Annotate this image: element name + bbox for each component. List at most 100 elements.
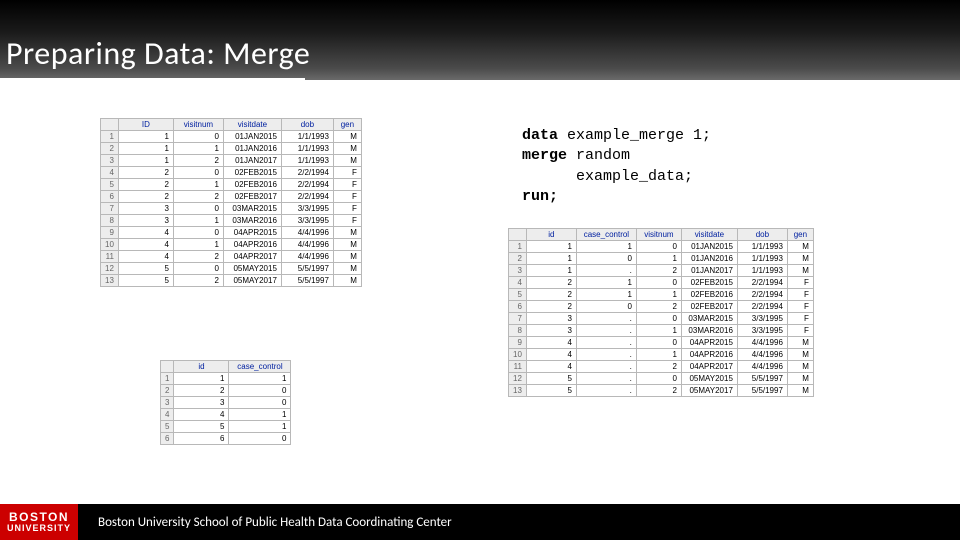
table-row: 62202FEB20172/2/1994F bbox=[101, 191, 362, 203]
table-cell: 01JAN2016 bbox=[223, 143, 281, 155]
table-cell: F bbox=[333, 179, 361, 191]
table-cell: 8 bbox=[101, 215, 119, 227]
table-cell: 02FEB2017 bbox=[223, 191, 281, 203]
table-row: 11001JAN20151/1/1993M bbox=[101, 131, 362, 143]
table-cell: 1 bbox=[173, 179, 223, 191]
slide-title: Preparing Data: Merge bbox=[6, 34, 310, 73]
table-cell: 2 bbox=[526, 289, 576, 301]
table-header-cell: visitnum bbox=[636, 229, 681, 241]
table-cell: 6 bbox=[509, 301, 527, 313]
table-cell: . bbox=[576, 373, 636, 385]
table-cell: F bbox=[787, 313, 813, 325]
table-cell: 01JAN2015 bbox=[681, 241, 737, 253]
table-cell: 5 bbox=[118, 275, 173, 287]
table-cell: 02FEB2015 bbox=[223, 167, 281, 179]
table-cell: 7 bbox=[101, 203, 119, 215]
table-cell: 1 bbox=[509, 241, 527, 253]
table-row: 135205MAY20175/5/1997M bbox=[101, 275, 362, 287]
table-cell: 2/2/1994 bbox=[737, 289, 787, 301]
table-row: 21101JAN20161/1/1993M bbox=[101, 143, 362, 155]
table-cell: 13 bbox=[509, 385, 527, 397]
table-header-cell: gen bbox=[787, 229, 813, 241]
table-cell: 03MAR2016 bbox=[223, 215, 281, 227]
table-cell: 0 bbox=[173, 203, 223, 215]
table-cell: 0 bbox=[636, 337, 681, 349]
table-cell: 5 bbox=[161, 421, 174, 433]
table-row: 111001JAN20151/1/1993M bbox=[509, 241, 814, 253]
table-cell: 02FEB2016 bbox=[681, 289, 737, 301]
data-table: idcase_controlvisitnumvisitdatedobgen111… bbox=[508, 228, 814, 397]
table-cell: 0 bbox=[229, 397, 291, 409]
table-cell: F bbox=[333, 203, 361, 215]
table-cell: M bbox=[787, 385, 813, 397]
table-cell: 9 bbox=[509, 337, 527, 349]
table-cell: 1/1/1993 bbox=[737, 241, 787, 253]
table-header-cell bbox=[101, 119, 119, 131]
table-cell: 4/4/1996 bbox=[737, 349, 787, 361]
table-cell: 5/5/1997 bbox=[281, 275, 333, 287]
table-cell: 2/2/1994 bbox=[281, 179, 333, 191]
table-cell: F bbox=[787, 301, 813, 313]
table-cell: 2 bbox=[526, 301, 576, 313]
table-row: 210101JAN20161/1/1993M bbox=[509, 253, 814, 265]
table-cell: 03MAR2016 bbox=[681, 325, 737, 337]
table-cell: 4 bbox=[509, 277, 527, 289]
table-cell: 2 bbox=[118, 167, 173, 179]
table-row: 31201JAN20171/1/1993M bbox=[101, 155, 362, 167]
table-cell: . bbox=[576, 349, 636, 361]
table-row: 114204APR20174/4/1996M bbox=[101, 251, 362, 263]
table-cell: 4 bbox=[161, 409, 174, 421]
table-cell: 05MAY2015 bbox=[681, 373, 737, 385]
table-cell: 01JAN2017 bbox=[223, 155, 281, 167]
table-cell: 2 bbox=[173, 275, 223, 287]
table-cell: 0 bbox=[636, 313, 681, 325]
table-cell: M bbox=[333, 239, 361, 251]
table-header-cell: visitdate bbox=[681, 229, 737, 241]
table-cell: M bbox=[333, 263, 361, 275]
table-row: 421002FEB20152/2/1994F bbox=[509, 277, 814, 289]
table-cell: 04APR2017 bbox=[681, 361, 737, 373]
table-row: 83103MAR20163/3/1995F bbox=[101, 215, 362, 227]
table-header-cell bbox=[161, 361, 174, 373]
table-cell: 10 bbox=[101, 239, 119, 251]
table-cell: 4/4/1996 bbox=[737, 337, 787, 349]
table-cell: 0 bbox=[229, 433, 291, 445]
table-row: 660 bbox=[161, 433, 291, 445]
table-cell: 2 bbox=[101, 143, 119, 155]
table-cell: 3 bbox=[118, 203, 173, 215]
table-cell: 4/4/1996 bbox=[281, 251, 333, 263]
table-cell: 0 bbox=[576, 253, 636, 265]
table-cell: M bbox=[787, 253, 813, 265]
table-cell: 1 bbox=[526, 241, 576, 253]
table-cell: 1/1/1993 bbox=[737, 265, 787, 277]
table-row: 220 bbox=[161, 385, 291, 397]
table-cell: 1 bbox=[118, 143, 173, 155]
table-cell: 12 bbox=[509, 373, 527, 385]
table-cell: 4 bbox=[174, 409, 229, 421]
table-cell: 1 bbox=[576, 241, 636, 253]
table-cell: 02FEB2017 bbox=[681, 301, 737, 313]
table-cell: F bbox=[787, 325, 813, 337]
table-cell: 3 bbox=[509, 265, 527, 277]
table-cell: M bbox=[787, 349, 813, 361]
slide-header: Preparing Data: Merge bbox=[0, 0, 960, 80]
table-cell: 4 bbox=[118, 251, 173, 263]
table-cell: F bbox=[787, 289, 813, 301]
table-cell: 1 bbox=[229, 421, 291, 433]
table-cell: 1/1/1993 bbox=[281, 155, 333, 167]
table-cell: 1 bbox=[576, 289, 636, 301]
table-row: 104.104APR20164/4/1996M bbox=[509, 349, 814, 361]
table-cell: 05MAY2017 bbox=[681, 385, 737, 397]
table-row: 73003MAR20153/3/1995F bbox=[101, 203, 362, 215]
table-cell: 1 bbox=[229, 373, 291, 385]
table-cell: 01JAN2015 bbox=[223, 131, 281, 143]
table-cell: 3/3/1995 bbox=[737, 325, 787, 337]
table-cell: 6 bbox=[161, 433, 174, 445]
table-cell: 2 bbox=[636, 385, 681, 397]
table-cell: 3 bbox=[174, 397, 229, 409]
table-cell: 3/3/1995 bbox=[737, 313, 787, 325]
table-cell: M bbox=[787, 373, 813, 385]
table-cell: 11 bbox=[101, 251, 119, 263]
table-row: 551 bbox=[161, 421, 291, 433]
table-cell: 5 bbox=[526, 385, 576, 397]
